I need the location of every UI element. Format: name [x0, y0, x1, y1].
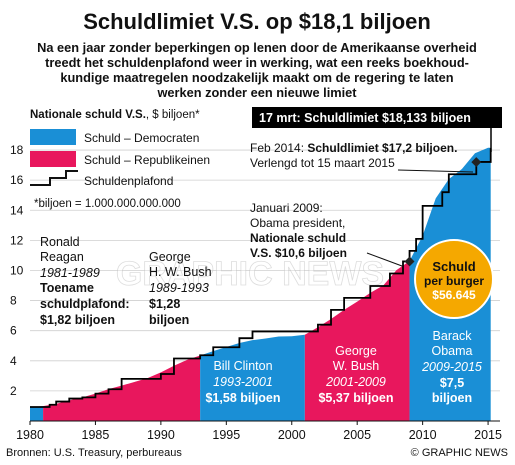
- annotation-jan-2009-leader: [366, 252, 403, 267]
- legend-heading: Nationale schuld V.S.: [30, 109, 146, 121]
- source-note: Bronnen: U.S. Treasury, perbureaus: [6, 447, 182, 459]
- watermark-text: GRAPHIC NEWS: [116, 255, 384, 293]
- president-bush-sr-detail-2: biljoen: [149, 313, 189, 327]
- legend-swatch-ceiling: [30, 170, 78, 186]
- president-bush-jr-detail: $5,37 biljoen: [318, 391, 393, 405]
- per-capita-badge-sub: per burger: [424, 274, 484, 288]
- president-obama-years: 2009-2015: [421, 360, 482, 374]
- president-bush-jr-years: 2001-2009: [325, 375, 386, 389]
- top-callout: 17 mrt: Schuldlimiet $18,133 biljoen: [252, 107, 502, 152]
- x-tick-label: 2010: [409, 428, 437, 442]
- y-tick-label: 12: [10, 233, 24, 247]
- debt-ceiling-step-line: [30, 148, 492, 408]
- president-bush-sr-detail-1: $1,28: [149, 297, 180, 311]
- gridlines: [30, 149, 500, 392]
- annotation-feb-2014-date: Feb 2014:: [250, 141, 307, 155]
- intro-line-4: werken zonder een nieuwe limiet: [156, 85, 357, 100]
- ceiling-marker: [404, 256, 415, 267]
- y-tick-label: 18: [10, 143, 24, 157]
- legend-swatch-republicans: [30, 151, 76, 167]
- president-obama-detail-1: $7,5: [440, 376, 464, 390]
- legend-unit: , $ biljoen*: [146, 109, 200, 121]
- legend-label-ceiling: Schuldenplafond: [84, 174, 173, 188]
- per-capita-badge: Schuld per burger $56.645: [414, 239, 494, 319]
- y-tick-label: 4: [10, 354, 17, 368]
- svg-text:Nationale schuld V.S., $ biljo: Nationale schuld V.S., $ biljoen*: [30, 109, 200, 121]
- president-bush-jr: George W. Bush 2001-2009 $5,37 biljoen: [318, 344, 393, 405]
- legend: Nationale schuld V.S., $ biljoen* Schuld…: [30, 109, 210, 210]
- top-callout-text: 17 mrt: Schuldlimiet $18,133 biljoen: [259, 111, 471, 125]
- president-reagan-detail-1: Toename: [40, 281, 94, 295]
- president-reagan-detail-2: schuldplafond:: [40, 297, 130, 311]
- svg-text:Feb 2014: Schuldlimiet $17,2 b: Feb 2014: Schuldlimiet $17,2 biljoen.: [250, 141, 457, 155]
- annotation-jan-2009-debt-label: Nationale schuld: [250, 231, 346, 245]
- axes: 2 4 6 8 10 12 14 16 18 1980 1985 1990 1995 2000 2005 20…: [10, 143, 502, 442]
- president-bush-sr: George H. W. Bush 1989-1993 $1,28 biljoe…: [149, 250, 212, 327]
- per-capita-badge-label: Schuld: [432, 259, 475, 274]
- president-clinton-name: Bill Clinton: [213, 359, 272, 373]
- x-tick-label: 2005: [343, 428, 371, 442]
- president-reagan-detail-3: $1,82 biljoen: [40, 313, 115, 327]
- top-callout-box: [252, 107, 502, 128]
- annotation-jan-2009-president: Obama president,: [250, 216, 345, 230]
- president-bush-sr-name-2: H. W. Bush: [149, 265, 212, 279]
- legend-footnote: *biljoen = 1.000.000.000.000: [34, 198, 181, 210]
- president-reagan-years: 1981-1989: [40, 266, 100, 280]
- y-tick-label: 2: [10, 384, 17, 398]
- x-tick-label: 1990: [147, 428, 175, 442]
- debt-area-segment: [200, 334, 305, 421]
- debt-area-segment: [304, 260, 410, 421]
- legend-label-republicans: Schuld – Republikeinen: [84, 153, 210, 167]
- intro-line-1: Na een jaar zonder beperkingen op lenen …: [37, 40, 477, 55]
- president-obama: Barack Obama 2009-2015 $7,5 biljoen: [421, 329, 482, 405]
- president-bush-sr-name-1: George: [149, 250, 191, 264]
- annotation-feb-2014-limit: Schuldlimiet $17,2 biljoen.: [307, 141, 457, 155]
- per-capita-badge-circle: [414, 239, 494, 319]
- x-tick-label: 2015: [474, 428, 502, 442]
- annotation-jan-2009-date: Januari 2009:: [250, 201, 323, 215]
- intro-line-3: kundige maatregelen noodzakelijk maakt o…: [60, 70, 453, 85]
- president-clinton-years: 1993-2001: [213, 375, 273, 389]
- debt-area-segment: [30, 406, 44, 421]
- ceiling-marker: [471, 157, 482, 168]
- annotation-feb-2014-extended: Verlengd tot 15 maart 2015: [250, 156, 395, 170]
- y-tick-label: 14: [10, 203, 24, 217]
- y-tick-label: 6: [10, 324, 17, 338]
- annotation-jan-2009-debt-value: V.S. $10,6 biljoen: [250, 246, 347, 260]
- y-tick-label: 16: [10, 173, 24, 187]
- president-obama-name-2: Obama: [432, 344, 473, 358]
- president-obama-name-1: Barack: [433, 329, 473, 343]
- y-tick-label: 10: [10, 263, 24, 277]
- president-bush-jr-name-1: George: [335, 344, 377, 358]
- x-tick-label: 1980: [16, 428, 44, 442]
- watermark: GRAPHIC NEWS: [115, 255, 384, 294]
- per-capita-badge-value: $56.645: [432, 288, 476, 302]
- legend-swatch-democrats: [30, 129, 76, 145]
- annotation-jan-2009: Januari 2009: Obama president, Nationale…: [250, 201, 403, 267]
- intro-line-2: treedt het schuldenplafond weer in werki…: [45, 55, 469, 70]
- page-title: Schuldlimiet V.S. op $18,1 biljoen: [83, 9, 431, 34]
- president-bush-sr-years: 1989-1993: [149, 281, 209, 295]
- president-obama-detail-2: biljoen: [432, 391, 472, 405]
- credit: © GRAPHIC NEWS: [411, 447, 508, 459]
- president-bush-jr-name-2: W. Bush: [333, 359, 380, 373]
- x-tick-label: 1995: [212, 428, 240, 442]
- x-tick-label: 1985: [82, 428, 110, 442]
- debt-ceiling-line: [30, 148, 492, 408]
- x-tick-label: 2000: [278, 428, 306, 442]
- president-reagan-name-2: Reagan: [40, 250, 84, 264]
- annotation-feb-2014-leader: [397, 169, 474, 173]
- annotation-feb-2014: Feb 2014: Schuldlimiet $17,2 biljoen. Ve…: [250, 141, 474, 173]
- legend-label-democrats: Schuld – Democraten: [84, 131, 199, 145]
- president-clinton-detail: $1,58 biljoen: [205, 391, 280, 405]
- president-reagan-name-1: Ronald: [40, 235, 80, 249]
- president-reagan: Ronald Reagan 1981-1989 Toename schuldpl…: [40, 235, 130, 327]
- president-clinton: Bill Clinton 1993-2001 $1,58 biljoen: [205, 359, 280, 405]
- y-tick-label: 8: [10, 294, 17, 308]
